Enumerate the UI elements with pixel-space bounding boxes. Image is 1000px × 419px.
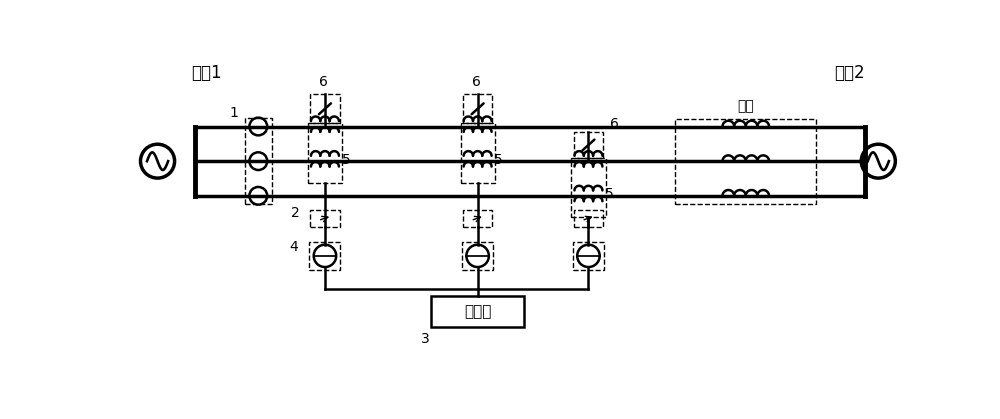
Bar	[310, 210, 340, 227]
Text: 6: 6	[610, 117, 619, 131]
Text: 4: 4	[290, 240, 298, 253]
Bar	[574, 132, 603, 158]
Bar	[571, 158, 606, 217]
Text: 1: 1	[229, 106, 238, 120]
Text: 6: 6	[472, 75, 481, 90]
Text: 母线2: 母线2	[834, 64, 865, 82]
Text: 线路: 线路	[737, 99, 754, 113]
Text: 6: 6	[319, 75, 328, 90]
Bar	[573, 242, 604, 270]
Bar	[574, 210, 603, 227]
Text: 5: 5	[342, 153, 350, 167]
Bar	[310, 94, 340, 124]
Text: 换流器: 换流器	[464, 304, 491, 319]
Bar	[308, 124, 342, 183]
Text: 5: 5	[605, 187, 614, 201]
Text: 2: 2	[291, 206, 300, 220]
Bar	[463, 210, 492, 227]
Bar	[431, 296, 524, 327]
Bar	[675, 119, 816, 204]
Bar	[245, 118, 272, 204]
Text: 5: 5	[494, 153, 503, 167]
Bar	[463, 94, 492, 124]
Bar	[309, 242, 340, 270]
Text: 3: 3	[421, 332, 429, 346]
Bar	[462, 242, 493, 270]
Bar	[461, 124, 495, 183]
Text: 母线1: 母线1	[191, 64, 222, 82]
